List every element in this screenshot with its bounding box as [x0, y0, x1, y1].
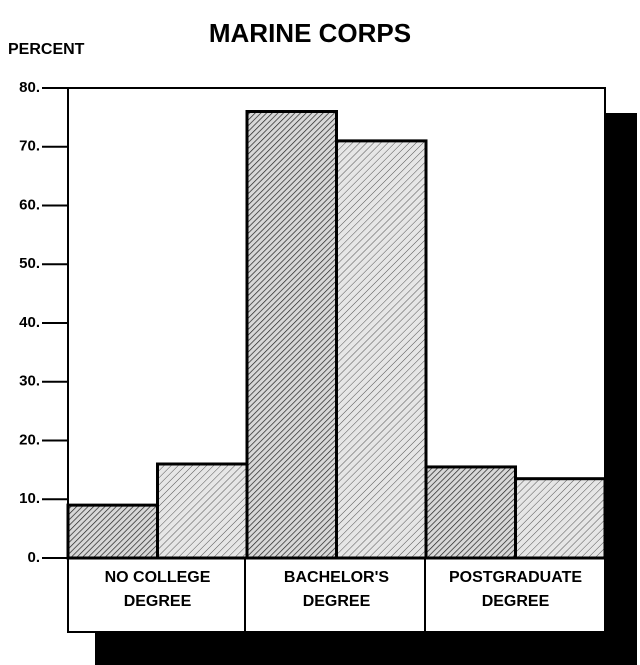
- bar: [245, 110, 338, 560]
- bar: [424, 465, 517, 560]
- x-tick-label: NO COLLEGE DEGREE: [104, 569, 211, 610]
- bar: [514, 477, 607, 560]
- bar: [335, 139, 428, 560]
- y-tick-label: 50.: [19, 255, 40, 272]
- x-tick-label: BACHELOR'S DEGREE: [283, 569, 390, 610]
- shadow: [95, 632, 637, 665]
- y-tick-label: 0.: [27, 549, 40, 566]
- shadow: [605, 113, 637, 665]
- y-tick-label: 80.: [19, 79, 40, 96]
- y-tick-label: 60.: [19, 196, 40, 213]
- y-tick-label: 70.: [19, 138, 40, 155]
- x-tick-label: POSTGRADUATE DEGREE: [448, 569, 583, 610]
- bar: [66, 503, 159, 560]
- y-tick-label: 40.: [19, 314, 40, 331]
- y-tick-label: 30.: [19, 373, 40, 390]
- chart-title: MARINE CORPS: [209, 18, 411, 48]
- bar: [156, 462, 249, 560]
- y-axis-label: PERCENT: [8, 41, 85, 58]
- y-tick-label: 20.: [19, 431, 40, 448]
- y-tick-label: 10.: [19, 490, 40, 507]
